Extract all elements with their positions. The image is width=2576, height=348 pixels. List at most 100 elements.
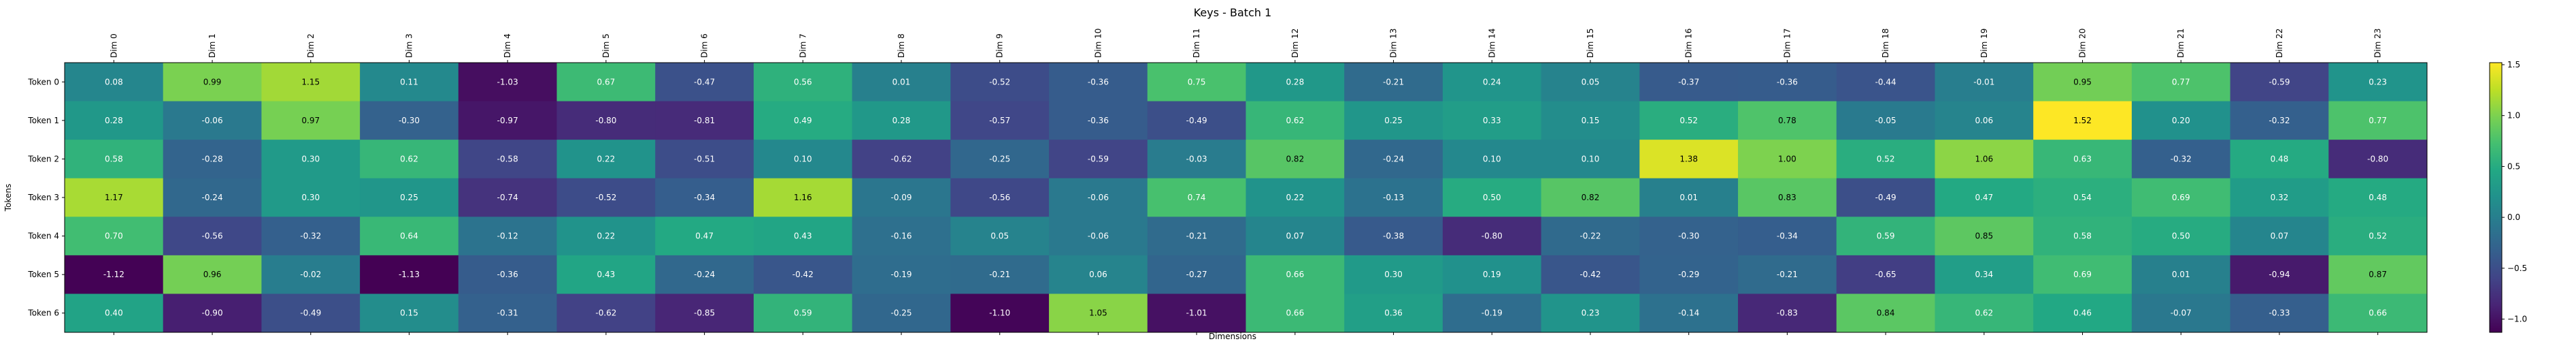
heatmap-cell — [1147, 217, 1246, 256]
cell-value-label: 0.69 — [2172, 193, 2190, 202]
cell-value-label: -0.24 — [202, 193, 223, 202]
cell-value-label: -0.83 — [1777, 309, 1798, 318]
heatmap-cell — [1639, 294, 1739, 333]
x-tick-label: Dim 0 — [109, 33, 118, 58]
heatmap-cell — [1147, 294, 1246, 333]
cell-value-label: 0.24 — [1483, 77, 1501, 86]
cell-value-label: -0.14 — [1678, 309, 1699, 318]
heatmap-cell — [950, 294, 1050, 333]
heatmap-cell — [556, 294, 656, 333]
heatmap-cell — [360, 101, 459, 140]
cell-value-label: 0.01 — [892, 77, 911, 86]
heatmap-cell — [1442, 294, 1542, 333]
cell-value-label: 0.07 — [2271, 232, 2289, 241]
cell-value-label: -0.36 — [1777, 77, 1798, 86]
cell-value-label: -1.03 — [497, 77, 518, 86]
heatmap-cell — [1147, 178, 1246, 217]
cell-value-label: -0.16 — [890, 232, 911, 241]
cell-value-label: 0.66 — [1286, 270, 1304, 279]
heatmap-cell — [1935, 101, 2034, 140]
cell-value-label: 0.77 — [2172, 77, 2190, 86]
heatmap-cell — [1147, 140, 1246, 179]
heatmap-cell — [1935, 294, 2034, 333]
cell-value-label: 0.74 — [1188, 193, 1206, 202]
cell-value-label: 0.34 — [1975, 270, 1993, 279]
cell-value-label: -0.21 — [989, 270, 1010, 279]
heatmap-cell — [1049, 255, 1148, 294]
colorbar-tick-label: 0.0 — [2507, 212, 2520, 222]
cell-value-label: 0.67 — [597, 77, 616, 86]
cell-value-label: 1.00 — [1778, 154, 1796, 163]
x-axis-ticks: Dim 0 Dim 1 Dim 2 Dim 3 Dim 4 Dim 5 Dim 6 Dim 7… — [109, 29, 2383, 335]
x-tick-label: Dim 5 — [601, 33, 611, 58]
heatmap-cell — [1245, 63, 1345, 102]
heatmap-cell — [1147, 255, 1246, 294]
heatmap-cell — [1738, 255, 1837, 294]
heatmap-cell — [1541, 294, 1640, 333]
heatmap-cell — [1442, 255, 1542, 294]
heatmap-cell — [556, 140, 656, 179]
cell-value-label: -0.12 — [497, 232, 518, 241]
cell-value-label: -0.34 — [1777, 232, 1798, 241]
cell-value-label: -0.01 — [1973, 77, 1994, 86]
x-tick-label: Dim 20 — [2078, 29, 2088, 58]
heatmap-cell — [2033, 217, 2132, 256]
cell-value-label: 0.06 — [1089, 270, 1107, 279]
cell-value-label: 0.15 — [1582, 116, 1600, 125]
x-tick-label: Dim 16 — [1684, 29, 1694, 58]
heatmap-cell — [2328, 101, 2428, 140]
cell-value-label: 0.52 — [2369, 232, 2387, 241]
heatmap-cell — [1344, 178, 1443, 217]
cell-value-label: 0.59 — [1877, 232, 1895, 241]
cell-value-label: 0.49 — [794, 116, 812, 125]
heatmap-cell — [2033, 255, 2132, 294]
heatmap-cell — [458, 178, 558, 217]
heatmap-cell — [655, 255, 754, 294]
cell-value-label: -0.24 — [694, 270, 715, 279]
cell-value-label: 0.82 — [1286, 154, 1304, 163]
cell-value-label: 0.52 — [1679, 116, 1698, 125]
x-tick-label: Dim 19 — [1979, 29, 1989, 58]
cell-value-label: 0.58 — [105, 154, 123, 163]
cell-value-label: -0.49 — [1186, 116, 1207, 125]
cell-value-label: -0.19 — [890, 270, 911, 279]
x-tick-label: Dim 14 — [1487, 29, 1496, 58]
cell-value-label: -0.37 — [1678, 77, 1699, 86]
cell-value-label: 0.78 — [1778, 116, 1796, 125]
heatmap-cell — [261, 294, 361, 333]
heatmap-cell — [655, 101, 754, 140]
cell-value-label: 0.25 — [1384, 116, 1403, 125]
heatmap-cell — [1738, 294, 1837, 333]
cell-value-label: 0.10 — [1582, 154, 1600, 163]
heatmap-cell — [65, 294, 164, 333]
heatmap-cell — [163, 178, 262, 217]
heatmap-cell — [458, 140, 558, 179]
heatmap-cell — [1836, 101, 1935, 140]
heatmap-cell — [1049, 217, 1148, 256]
cell-value-label: 0.10 — [1483, 154, 1501, 163]
x-tick-label: Dim 12 — [1290, 29, 1300, 58]
heatmap-cell — [65, 140, 164, 179]
cell-value-label: 0.56 — [794, 77, 812, 86]
cell-value-label: 0.48 — [2369, 193, 2387, 202]
heatmap-cell — [1738, 63, 1837, 102]
heatmap-cell — [261, 255, 361, 294]
cell-value-label: -0.25 — [989, 154, 1010, 163]
x-tick-label: Dim 13 — [1389, 29, 1399, 58]
cell-value-label: -0.52 — [989, 77, 1010, 86]
x-tick-label: Dim 8 — [897, 33, 906, 58]
heatmap-cell — [1738, 101, 1837, 140]
heatmap-cell — [1836, 217, 1935, 256]
cell-value-label: -0.36 — [497, 270, 518, 279]
cell-value-label: -0.19 — [1482, 309, 1503, 318]
cell-value-label: 0.28 — [892, 116, 911, 125]
cell-value-label: -0.80 — [1482, 232, 1503, 241]
cell-value-label: 1.05 — [1089, 309, 1107, 318]
cell-value-label: -0.36 — [1088, 116, 1109, 125]
cell-value-label: 0.66 — [2369, 309, 2387, 318]
cell-value-label: 0.83 — [1778, 193, 1796, 202]
cell-value-label: -0.13 — [1383, 193, 1404, 202]
heatmap-cell — [1836, 255, 1935, 294]
cell-value-label: 0.69 — [2073, 270, 2092, 279]
cell-value-label: 0.33 — [1483, 116, 1501, 125]
